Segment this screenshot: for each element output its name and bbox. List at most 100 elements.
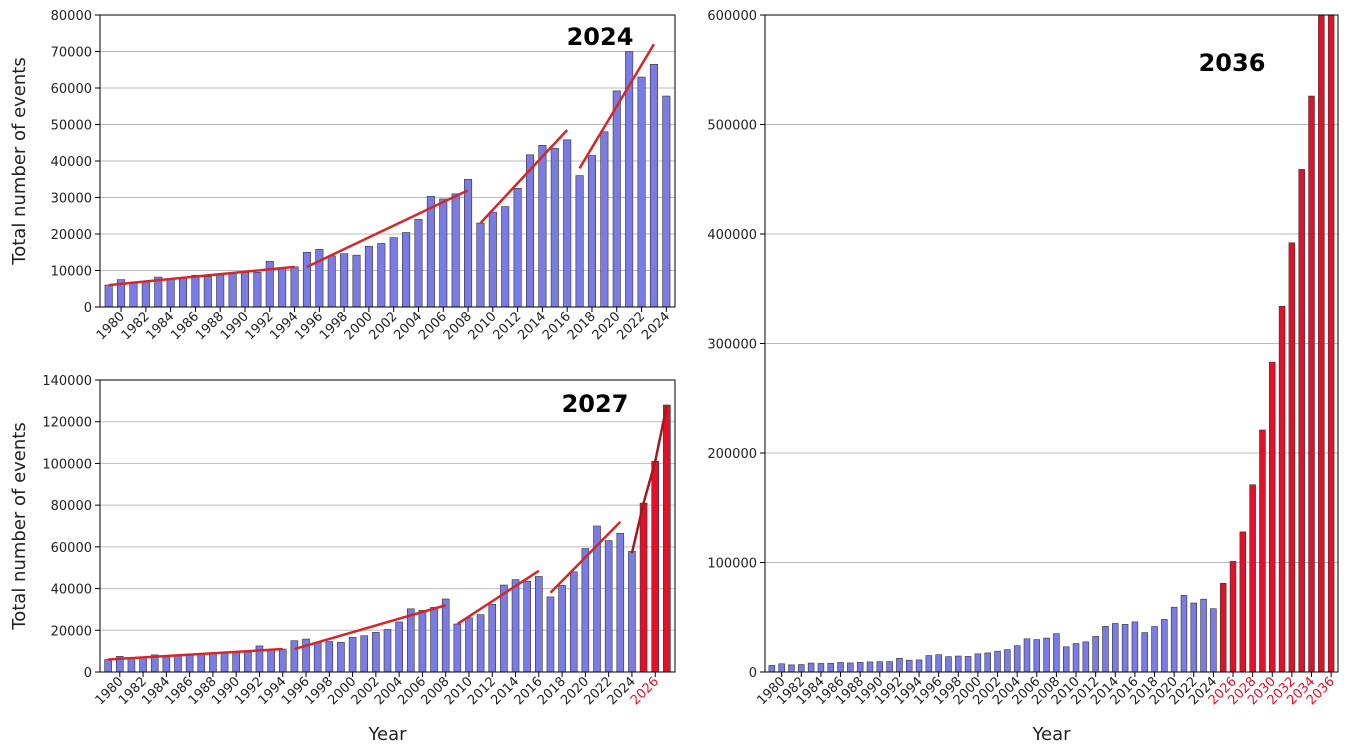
bar — [402, 232, 411, 307]
bar — [439, 198, 448, 307]
y-tick-label: 20000 — [51, 228, 92, 243]
bar — [1190, 602, 1198, 672]
bar — [418, 609, 427, 672]
bar — [569, 571, 578, 672]
y-tick-label: 0 — [84, 301, 92, 316]
y-axis-label: Total number of events — [9, 422, 30, 630]
y-tick-label: 120000 — [42, 416, 92, 431]
bar — [1200, 598, 1207, 672]
bar — [896, 658, 903, 672]
y-tick-label: 0 — [749, 666, 757, 681]
bar — [788, 664, 795, 672]
bar — [383, 629, 392, 672]
bar — [179, 277, 188, 307]
bar — [220, 652, 229, 672]
y-tick-label: 100000 — [42, 457, 92, 472]
bar — [302, 251, 311, 307]
bar — [575, 175, 584, 307]
bar — [651, 461, 660, 672]
bar — [637, 76, 646, 307]
bar — [395, 621, 403, 672]
bar — [538, 145, 547, 307]
axes-frame — [99, 379, 676, 673]
bar — [604, 540, 613, 672]
bar — [778, 663, 785, 672]
bar — [414, 219, 423, 307]
y-tick-label: 500000 — [707, 119, 757, 134]
trend-line — [578, 43, 656, 169]
bar — [955, 655, 962, 672]
bar — [994, 650, 1001, 672]
y-tick-label: 60000 — [51, 82, 92, 97]
axes-frame — [99, 14, 676, 308]
bar — [127, 658, 136, 672]
bar — [1082, 641, 1090, 672]
bar — [1023, 638, 1031, 672]
bar — [216, 274, 225, 307]
bar — [325, 641, 334, 672]
bar — [154, 276, 163, 307]
y-tick-label: 600000 — [707, 9, 757, 24]
bar — [1327, 15, 1335, 672]
bar — [984, 652, 991, 672]
bar — [964, 656, 972, 672]
bar — [377, 243, 386, 307]
bar — [313, 642, 322, 672]
y-tick-label: 80000 — [51, 499, 92, 514]
bar — [905, 659, 913, 672]
bar — [1298, 169, 1305, 672]
y-tick-label: 70000 — [51, 46, 92, 61]
trend-line — [294, 604, 447, 651]
bar — [1219, 583, 1227, 672]
bar — [1278, 305, 1286, 672]
bar — [827, 662, 834, 672]
x-axis-label: Year — [1031, 724, 1071, 745]
bar — [837, 662, 844, 672]
y-axis-label: Total number of events — [9, 57, 30, 265]
bar — [1288, 242, 1296, 672]
x-tick-label: 2024 — [639, 309, 673, 343]
bar — [453, 623, 462, 672]
trend-line — [456, 569, 540, 626]
bar — [129, 282, 138, 307]
bar — [974, 653, 982, 672]
bar — [616, 532, 625, 672]
bar — [1043, 637, 1050, 672]
trend-line — [630, 404, 669, 554]
bar — [104, 284, 113, 307]
plot-area — [100, 15, 675, 307]
bar — [327, 255, 336, 307]
bar — [290, 640, 299, 672]
bar — [364, 246, 373, 307]
y-tick-label: 40000 — [51, 583, 92, 598]
bar — [1308, 95, 1315, 672]
bar — [511, 579, 520, 672]
bar — [451, 193, 460, 307]
bar — [372, 632, 380, 672]
bar — [203, 276, 212, 307]
bar — [523, 580, 531, 672]
bar — [302, 638, 310, 672]
y-tick-label: 300000 — [707, 338, 757, 353]
bar — [476, 614, 485, 672]
bar — [162, 655, 171, 672]
bar — [406, 608, 415, 672]
bar — [915, 659, 923, 672]
bar — [389, 237, 398, 307]
trend-line — [549, 520, 622, 594]
bar — [1072, 643, 1080, 672]
bar — [209, 653, 217, 672]
bar — [488, 603, 497, 672]
bar — [476, 222, 485, 307]
bar — [807, 662, 815, 672]
bar — [464, 178, 473, 307]
bar — [360, 635, 369, 672]
bar — [139, 657, 147, 672]
bar — [550, 147, 559, 307]
bar — [935, 654, 942, 672]
bar — [525, 154, 535, 307]
bar — [768, 665, 776, 672]
bar — [1004, 649, 1011, 672]
trend-line — [108, 265, 295, 287]
